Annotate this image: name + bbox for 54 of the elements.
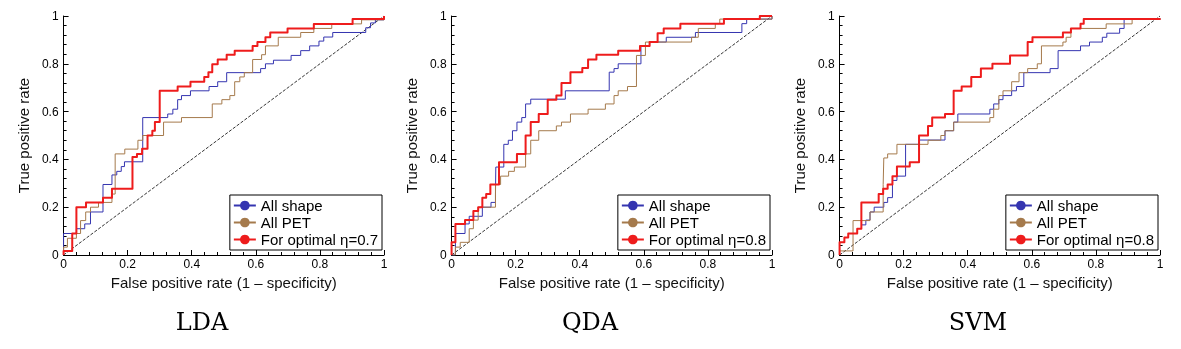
y-tick-label: 0.6 xyxy=(41,104,59,119)
x-tick-label: 0.4 xyxy=(183,257,201,271)
y-tick-label: 0.6 xyxy=(817,104,835,119)
y-tick-label: 0 xyxy=(439,248,447,262)
y-axis-title: True positive rate xyxy=(15,77,32,194)
y-axis-title: True positive rate xyxy=(791,77,808,194)
x-tick-label: 0.4 xyxy=(571,257,589,271)
x-tick-label: 0.6 xyxy=(247,257,265,271)
x-tick-label: 0.8 xyxy=(1087,257,1105,271)
x-tick-label: 0 xyxy=(60,257,68,271)
y-tick-label: 0.2 xyxy=(817,200,835,215)
legend-label: For optimal η=0.8 xyxy=(648,231,767,248)
legend-label: All shape xyxy=(648,197,711,214)
y-tick-label: 0.6 xyxy=(429,104,447,119)
legend-label: For optimal η=0.8 xyxy=(1036,231,1155,248)
y-tick-label: 0.8 xyxy=(429,56,447,71)
x-tick-label: 1 xyxy=(1156,257,1164,271)
text: SVM xyxy=(948,308,1008,336)
x-tick-label: 0.2 xyxy=(895,257,913,271)
legend-label: All PET xyxy=(1036,214,1087,231)
x-tick-label: 1 xyxy=(768,257,776,271)
legend-label: All PET xyxy=(648,214,699,231)
x-tick-label: 0.8 xyxy=(311,257,329,271)
legend-label: All shape xyxy=(260,197,323,214)
y-tick-label: 0.8 xyxy=(41,56,59,71)
y-tick-label: 0 xyxy=(51,248,59,262)
x-axis-title: False positive rate (1 – specificity) xyxy=(886,273,1113,291)
text: LDA xyxy=(175,308,229,336)
legend-label: All shape xyxy=(1036,197,1099,214)
y-tick-label: 1 xyxy=(439,9,447,23)
x-tick-label: 0 xyxy=(448,257,456,271)
text: QDA xyxy=(561,308,619,336)
x-axis-title: False positive rate (1 – specificity) xyxy=(498,273,725,291)
y-tick-label: 0.8 xyxy=(817,56,835,71)
y-tick-label: 0.4 xyxy=(41,152,59,167)
y-tick-label: 1 xyxy=(51,9,59,23)
y-tick-label: 1 xyxy=(827,9,835,23)
x-axis-title: False positive rate (1 – specificity) xyxy=(110,273,337,291)
x-tick-label: 0.8 xyxy=(699,257,717,271)
x-tick-label: 1 xyxy=(380,257,388,271)
x-tick-label: 0.2 xyxy=(119,257,137,271)
y-tick-label: 0 xyxy=(827,248,835,262)
x-tick-label: 0.2 xyxy=(507,257,525,271)
legend-label: For optimal η=0.7 xyxy=(260,231,379,248)
x-tick-label: 0.6 xyxy=(635,257,653,271)
y-tick-label: 0.4 xyxy=(817,152,835,167)
y-tick-label: 0.2 xyxy=(41,200,59,215)
x-tick-label: 0 xyxy=(836,257,844,271)
y-tick-label: 0.4 xyxy=(429,152,447,167)
x-tick-label: 0.4 xyxy=(959,257,977,271)
legend-label: All PET xyxy=(260,214,311,231)
y-axis-title: True positive rate xyxy=(403,77,420,194)
y-tick-label: 0.2 xyxy=(429,200,447,215)
x-tick-label: 0.6 xyxy=(1023,257,1041,271)
